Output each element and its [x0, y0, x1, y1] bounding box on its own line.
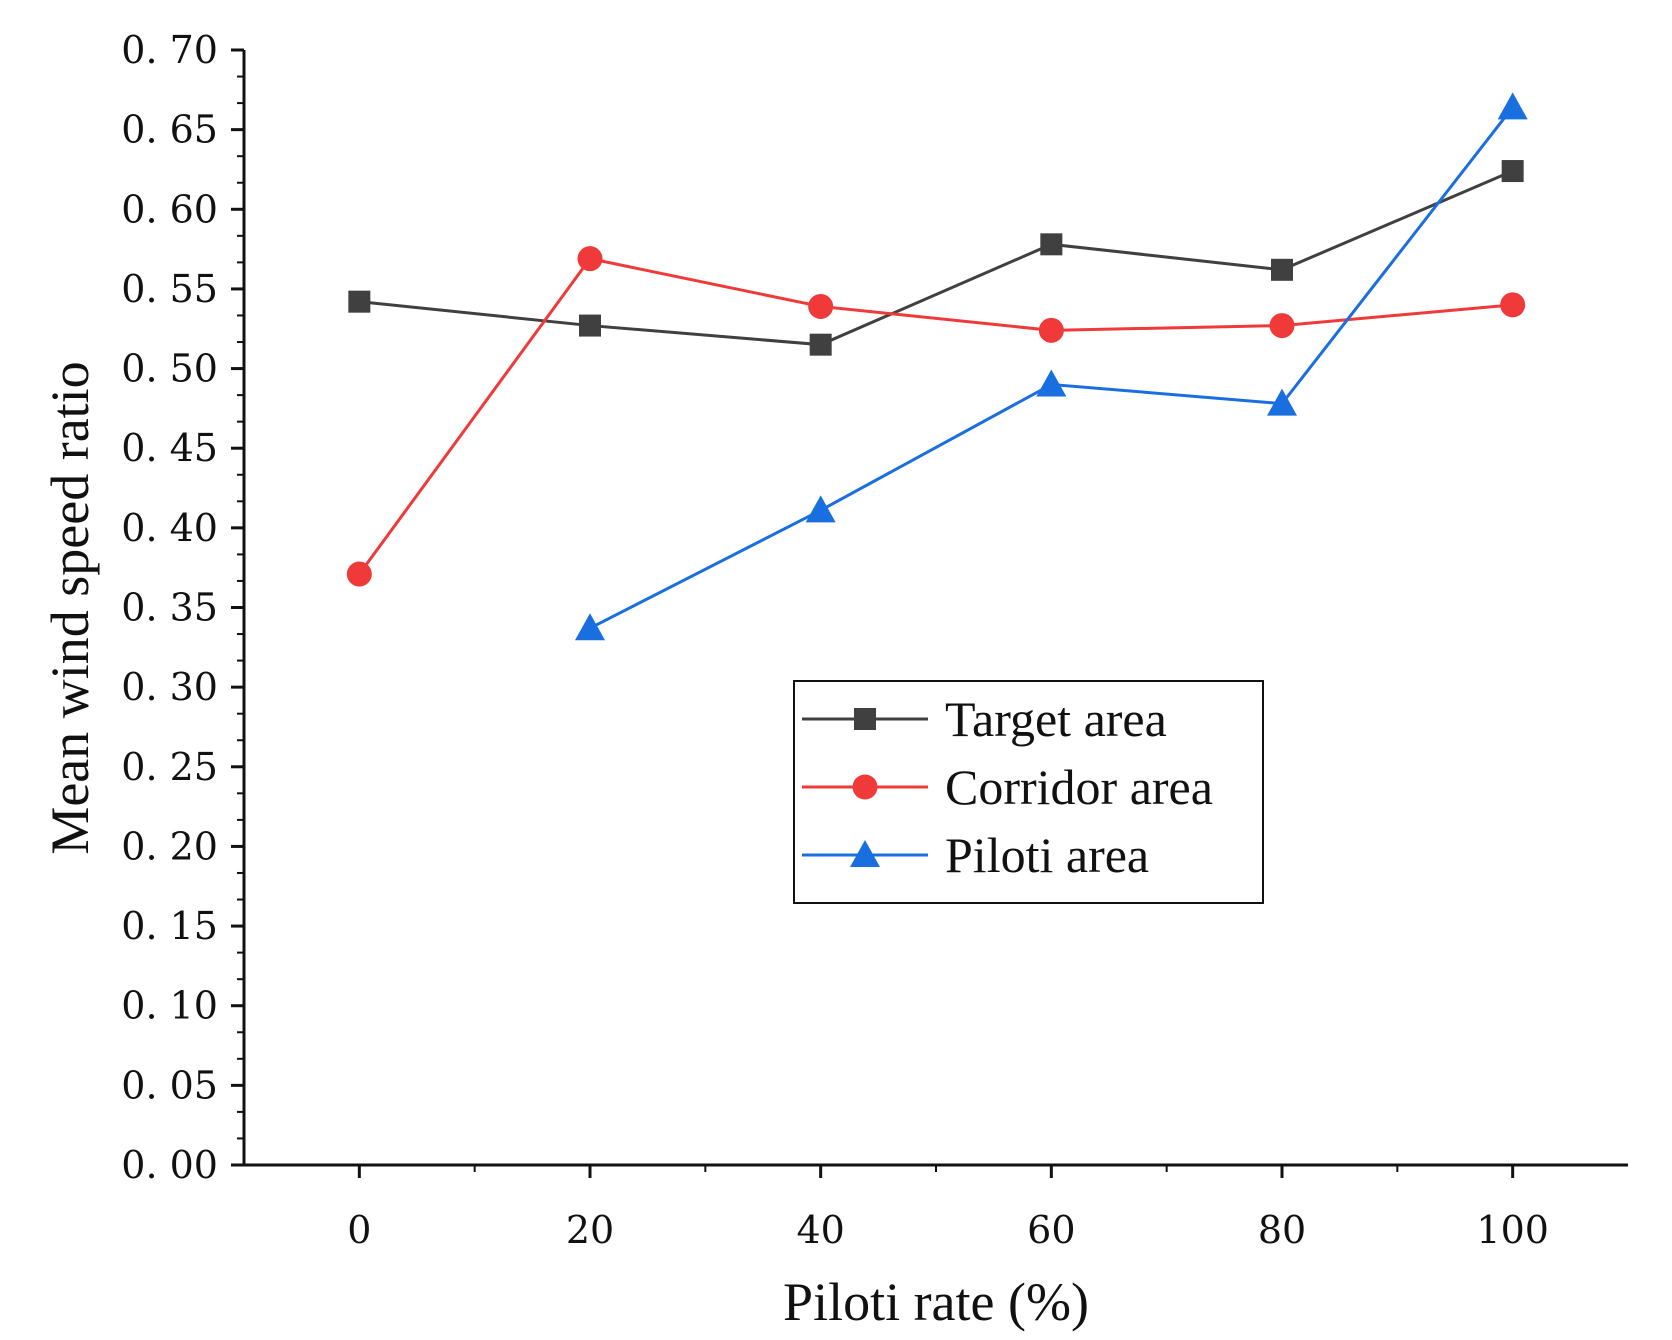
- series-corridor-area: [346, 246, 1526, 587]
- y-tick-label: 0. 30: [121, 665, 218, 709]
- data-point-corridor-area: [1500, 292, 1526, 318]
- data-point-piloti-area: [1267, 388, 1297, 416]
- legend-item-piloti-area: Piloti area: [802, 827, 1149, 883]
- y-tick-label: 0. 60: [121, 187, 218, 231]
- data-point-piloti-area: [575, 613, 605, 641]
- data-point-target-area: [809, 333, 832, 356]
- y-axis-title: Mean wind speed ratio: [40, 361, 100, 854]
- series-line-target-area: [359, 169, 1514, 347]
- legend-marker-target-area: [854, 708, 876, 730]
- data-point-corridor-area: [1269, 313, 1295, 339]
- legend-label-piloti-area: Piloti area: [945, 827, 1149, 883]
- legend-item-corridor-area: Corridor area: [802, 759, 1213, 815]
- y-tick-label: 0. 55: [121, 267, 218, 311]
- data-point-piloti-area: [1036, 369, 1067, 397]
- y-tick-label: 0. 05: [121, 1063, 218, 1107]
- x-tick-label: 40: [796, 1208, 844, 1252]
- x-axis-title: Piloti rate (%): [783, 1272, 1089, 1332]
- y-tick-label: 0. 65: [121, 108, 218, 152]
- legend-item-target-area: Target area: [802, 691, 1167, 747]
- data-point-target-area: [1501, 160, 1524, 183]
- data-point-target-area: [348, 290, 371, 313]
- y-tick-label: 0. 40: [121, 506, 218, 550]
- data-point-piloti-area: [805, 495, 836, 523]
- x-tick-label: 0: [347, 1208, 371, 1252]
- legend-marker-piloti-area: [850, 840, 880, 867]
- data-point-target-area: [1040, 233, 1063, 256]
- data-point-corridor-area: [808, 293, 834, 319]
- y-tick-label: 0. 35: [121, 586, 218, 630]
- y-tick-label: 0. 70: [121, 28, 218, 72]
- x-ticks: 0 20 40 60 80 100: [347, 1165, 1549, 1252]
- data-point-piloti-area: [1497, 92, 1528, 120]
- legend-label-corridor-area: Corridor area: [945, 759, 1213, 815]
- y-tick-label: 0. 10: [121, 984, 218, 1028]
- legend-label-target-area: Target area: [945, 691, 1167, 747]
- series-layer: [346, 92, 1528, 641]
- series-line-corridor-area: [358, 256, 1513, 575]
- y-tick-label: 0. 00: [121, 1143, 218, 1187]
- x-tick-label: 100: [1476, 1208, 1549, 1252]
- y-tick-label: 0. 45: [121, 426, 218, 470]
- y-tick-label: 0. 50: [121, 347, 218, 391]
- x-tick-label: 80: [1258, 1208, 1306, 1252]
- data-point-target-area: [579, 314, 601, 337]
- x-tick-label: 60: [1027, 1208, 1075, 1252]
- series-piloti-area: [575, 92, 1528, 641]
- data-point-corridor-area: [1038, 317, 1064, 343]
- axes: [242, 50, 1628, 1167]
- legend-marker-corridor-area: [852, 774, 878, 800]
- y-tick-label: 0. 25: [121, 745, 218, 789]
- data-point-corridor-area: [346, 561, 372, 587]
- data-point-target-area: [1271, 258, 1293, 281]
- y-tick-label: 0. 15: [121, 904, 218, 948]
- y-tick-label: 0. 20: [121, 824, 218, 868]
- y-ticks: 0. 00 0. 05 0. 10 0. 15 0. 20 0. 25 0. 30 0. 35…: [121, 28, 244, 1187]
- legend: Target area Corridor area Piloti area: [793, 680, 1264, 904]
- series-target-area: [348, 160, 1524, 356]
- x-tick-label: 20: [566, 1208, 614, 1252]
- data-point-corridor-area: [577, 246, 603, 272]
- series-line-piloti-area: [589, 106, 1514, 630]
